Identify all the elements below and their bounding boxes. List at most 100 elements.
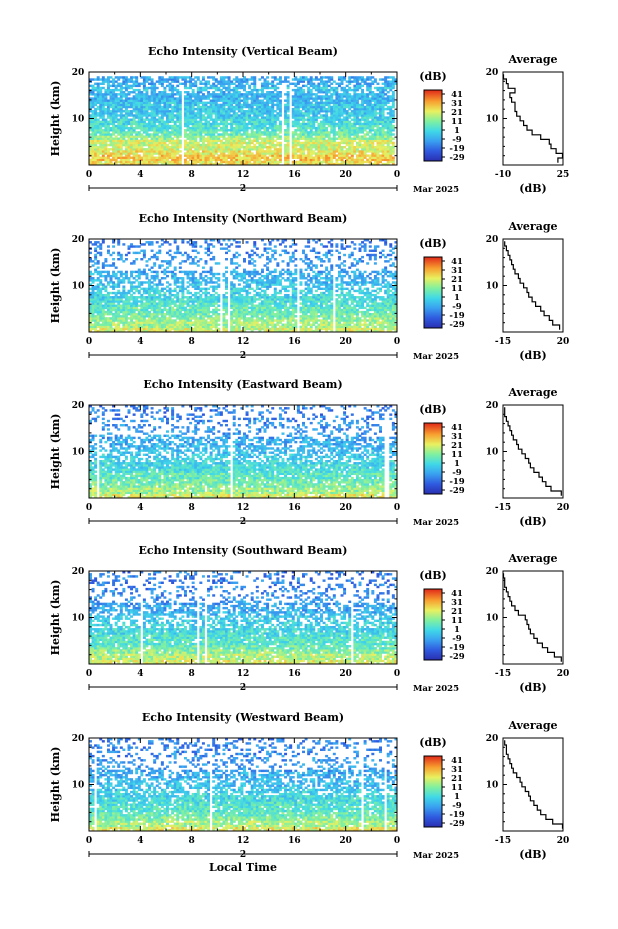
heatmap-cell <box>166 143 169 147</box>
heatmap-cell <box>232 156 236 159</box>
heatmap-cell <box>153 139 157 143</box>
heatmap-cell <box>168 124 172 128</box>
heatmap-cell <box>181 319 185 322</box>
heatmap-cell <box>232 150 236 153</box>
heatmap-cell <box>219 160 223 164</box>
heatmap-cell <box>255 141 259 145</box>
heatmap-cell <box>361 122 365 126</box>
heatmap-cell <box>212 133 216 136</box>
heatmap-cell <box>379 145 382 149</box>
heatmap-cell <box>350 118 354 121</box>
heatmap-cell <box>237 135 241 138</box>
heatmap-cell <box>284 154 288 157</box>
heatmap-cell <box>150 143 154 147</box>
heatmap-cell <box>225 120 228 124</box>
heatmap-cell <box>253 80 257 83</box>
heatmap-cell <box>219 162 223 166</box>
heatmap-cell <box>104 118 108 121</box>
heatmap-cell <box>137 107 141 111</box>
heatmap-cell <box>358 141 362 145</box>
heatmap-cell <box>340 122 344 126</box>
heatmap-cell <box>183 101 187 104</box>
heatmap-cell <box>230 319 234 322</box>
heatmap-cell <box>130 319 134 322</box>
heatmap-cell <box>296 99 300 102</box>
heatmap-cell <box>271 131 275 134</box>
heatmap-cell <box>345 154 349 157</box>
heatmap-cell <box>153 158 157 162</box>
heatmap-cell <box>122 152 126 155</box>
heatmap-cell <box>348 93 352 96</box>
heatmap-cell <box>89 93 92 96</box>
heatmap-cell <box>209 329 213 333</box>
heatmap-cell <box>140 327 144 331</box>
heatmap-cell <box>166 133 169 136</box>
heatmap-cell <box>327 139 331 143</box>
heatmap-cell <box>140 82 144 85</box>
heatmap-cell <box>160 110 164 113</box>
heatmap-cell <box>268 95 272 98</box>
heatmap-cell <box>96 95 100 98</box>
heatmap-cell <box>232 139 236 143</box>
heatmap-cell <box>253 131 257 134</box>
heatmap-cell <box>227 141 231 145</box>
heatmap-cell <box>119 82 123 85</box>
heatmap-cell <box>101 122 105 126</box>
heatmap-cell <box>361 112 365 115</box>
heatmap-cell <box>325 317 329 320</box>
heatmap-cell <box>194 325 198 329</box>
heatmap-cell <box>99 124 103 128</box>
heatmap-cell <box>207 141 211 145</box>
heatmap-cell <box>132 323 136 326</box>
heatmap-cell <box>225 110 228 113</box>
heatmap-cell <box>207 145 211 149</box>
heatmap-cell <box>266 141 270 145</box>
heatmap-cell <box>302 327 305 331</box>
heatmap-cell <box>178 141 182 145</box>
heatmap-cell <box>294 319 298 322</box>
heatmap-cell <box>260 327 264 331</box>
heatmap-cell <box>155 95 159 98</box>
heatmap-cell <box>232 141 236 145</box>
heatmap-cell <box>155 97 159 100</box>
heatmap-cell <box>327 95 331 98</box>
heatmap-cell <box>294 84 298 88</box>
heatmap-cell <box>135 120 139 124</box>
heatmap-cell <box>235 124 239 128</box>
heatmap-cell <box>132 137 136 140</box>
heatmap-cell <box>168 319 172 322</box>
heatmap-cell <box>325 99 329 102</box>
heatmap-cell <box>348 139 352 143</box>
heatmap-cell <box>155 131 159 134</box>
heatmap-cell <box>299 101 303 104</box>
heatmap-cell <box>230 88 234 92</box>
heatmap-cell <box>196 101 200 104</box>
heatmap-cell <box>389 329 393 333</box>
heatmap-cell <box>140 116 144 119</box>
heatmap-cell <box>268 110 272 113</box>
heatmap-cell <box>189 327 193 331</box>
heatmap-cell <box>379 107 382 111</box>
heatmap-cell <box>104 112 108 115</box>
heatmap-cell <box>371 126 375 130</box>
heatmap-cell <box>366 120 370 124</box>
heatmap-cell <box>258 325 262 329</box>
heatmap-cell <box>91 129 95 132</box>
heatmap-cell <box>155 137 159 140</box>
heatmap-cell <box>106 82 110 85</box>
heatmap-cell <box>386 145 390 149</box>
heatmap-cell <box>163 152 167 155</box>
heatmap-cell <box>142 86 146 90</box>
heatmap-cell <box>276 143 280 147</box>
heatmap-cell <box>348 122 352 126</box>
heatmap-cell <box>250 126 254 130</box>
heatmap-cell <box>299 145 303 149</box>
heatmap-cell <box>163 131 167 134</box>
heatmap-cell <box>127 126 131 130</box>
heatmap-cell <box>294 99 298 102</box>
heatmap-cell <box>379 105 382 109</box>
heatmap-cell <box>201 116 205 119</box>
heatmap-cell <box>91 160 95 164</box>
heatmap-cell <box>150 126 154 130</box>
heatmap-cell <box>227 88 231 92</box>
